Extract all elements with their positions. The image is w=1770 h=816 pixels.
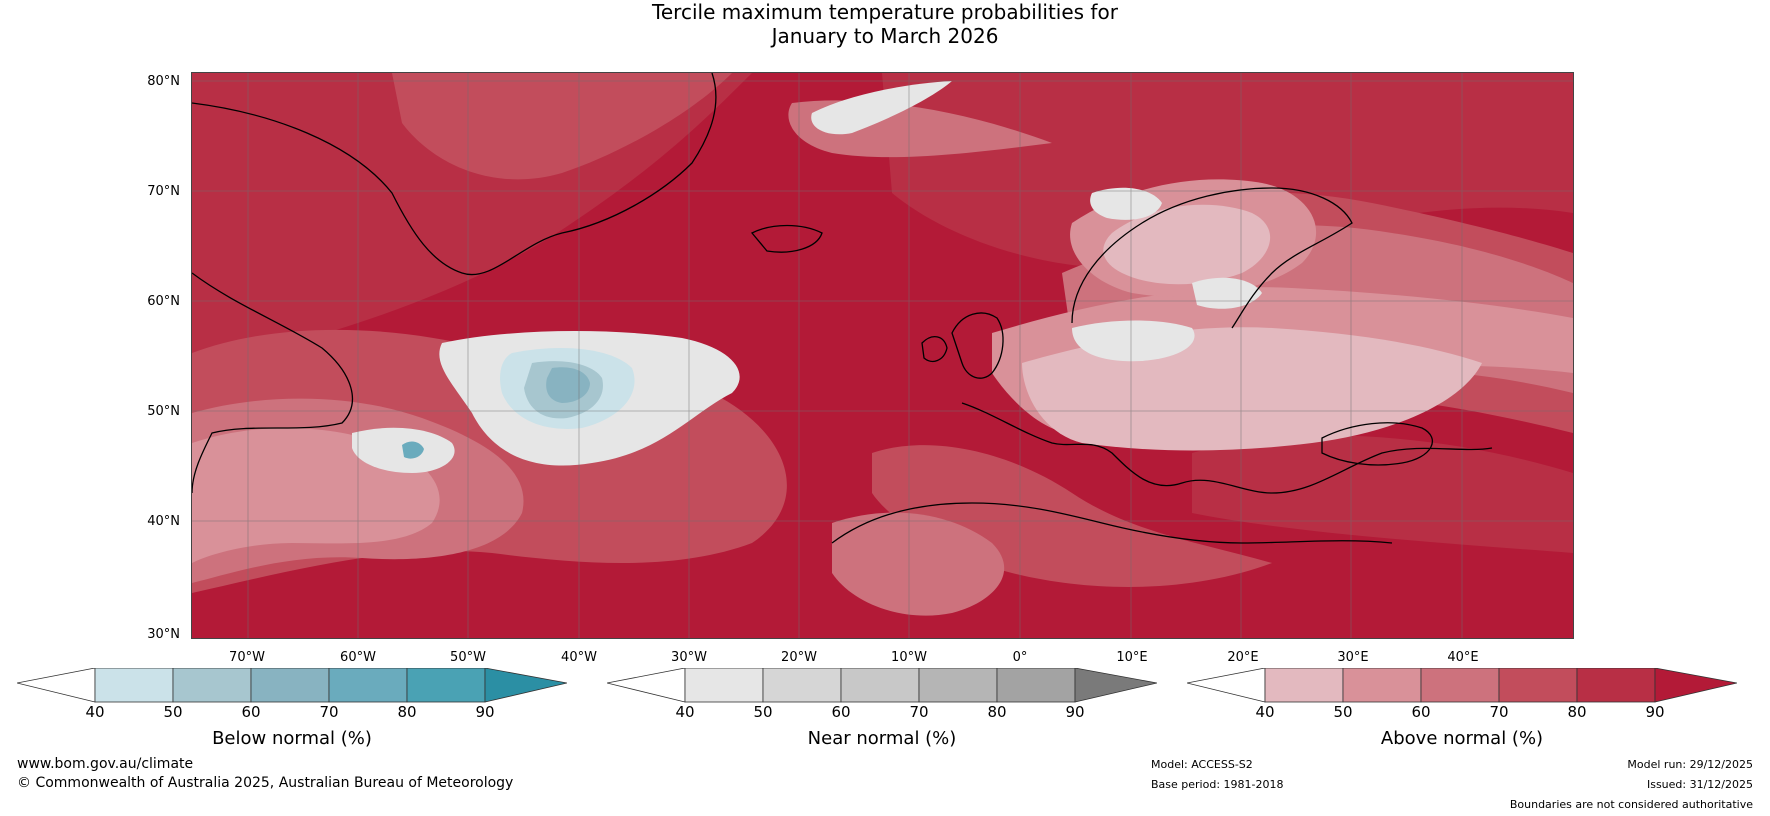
near-swatch-6 — [1074, 667, 1158, 703]
lat-label-40n: 40°N — [147, 514, 180, 529]
lat-label-50n: 50°N — [147, 404, 180, 419]
map-title: Tercile maximum temperature probabilitie… — [0, 0, 1770, 48]
footer-base-period: Base period: 1981-2018 — [1151, 778, 1284, 791]
footer-issued: Issued: 31/12/2025 — [1646, 778, 1753, 791]
below-swatch-5 — [406, 667, 486, 703]
footer-copyright: © Commonwealth of Australia 2025, Austra… — [17, 775, 514, 791]
footer-model-run: Model run: 29/12/2025 — [1627, 758, 1753, 771]
footer-website-link[interactable]: www.bom.gov.au/climate — [17, 756, 194, 772]
above-swatch-1 — [1264, 667, 1344, 703]
near-tick-50: 50 — [753, 703, 773, 721]
lon-label-70w: 70°W — [229, 650, 265, 665]
near-normal-europe — [1072, 320, 1195, 362]
above-swatch-4 — [1498, 667, 1578, 703]
coastlines — [192, 73, 1493, 544]
lon-label-10w: 10°W — [891, 650, 927, 665]
lat-label-80n: 80°N — [147, 74, 180, 89]
coast-scandinavia — [1071, 187, 1353, 329]
coast-europe-south — [961, 402, 1493, 494]
map-canvas — [192, 73, 1573, 638]
above-60-zone-iberia — [832, 512, 1005, 616]
title-line-1: Tercile maximum temperature probabilitie… — [652, 0, 1118, 24]
colorbar-above: 40 50 60 70 80 90 — [1186, 667, 1738, 721]
above-40-zone-scandinavia — [1103, 204, 1271, 285]
above-swatch-2 — [1342, 667, 1422, 703]
above-swatch-0 — [1186, 667, 1266, 703]
near-tick-40: 40 — [675, 703, 695, 721]
above-tick-80: 80 — [1567, 703, 1587, 721]
colorbar-below: 40 50 60 70 80 90 — [16, 667, 568, 721]
coast-ireland — [921, 336, 948, 362]
probability-map[interactable] — [191, 72, 1574, 639]
lon-label-40e: 40°E — [1447, 650, 1479, 665]
lon-label-10e: 10°E — [1116, 650, 1148, 665]
near-normal-scandinavia — [1090, 187, 1162, 220]
footer-disclaimer: Boundaries are not considered authoritat… — [1509, 798, 1753, 811]
coast-iceland — [750, 224, 823, 253]
above-tick-90: 90 — [1645, 703, 1665, 721]
below-swatch-4 — [328, 667, 408, 703]
below-tick-50: 50 — [163, 703, 183, 721]
colorbar-above-label: Above normal (%) — [1380, 728, 1544, 749]
below-swatch-0 — [16, 667, 96, 703]
coast-north-africa — [831, 502, 1393, 544]
colorbar-above-swatches — [1186, 667, 1738, 703]
near-tick-60: 60 — [831, 703, 851, 721]
below-swatch-3 — [250, 667, 330, 703]
below-tick-80: 80 — [397, 703, 417, 721]
lon-label-50w: 50°W — [450, 650, 486, 665]
lat-label-60n: 60°N — [147, 294, 180, 309]
below-tick-70: 70 — [319, 703, 339, 721]
above-tick-70: 70 — [1489, 703, 1509, 721]
above-swatch-5 — [1576, 667, 1656, 703]
near-swatch-3 — [840, 667, 920, 703]
near-tick-90: 90 — [1065, 703, 1085, 721]
lon-label-60w: 60°W — [340, 650, 376, 665]
near-swatch-2 — [762, 667, 842, 703]
lon-label-20e: 20°E — [1227, 650, 1259, 665]
near-swatch-4 — [918, 667, 998, 703]
title-line-2: January to March 2026 — [771, 24, 999, 48]
below-tick-90: 90 — [475, 703, 495, 721]
lat-label-70n: 70°N — [147, 184, 180, 199]
near-tick-80: 80 — [987, 703, 1007, 721]
colorbar-below-label: Below normal (%) — [212, 728, 372, 749]
above-tick-50: 50 — [1333, 703, 1353, 721]
near-swatch-5 — [996, 667, 1076, 703]
near-tick-70: 70 — [909, 703, 929, 721]
below-swatch-2 — [172, 667, 252, 703]
lon-label-20w: 20°W — [781, 650, 817, 665]
lon-label-30w: 30°W — [671, 650, 707, 665]
coast-britain — [951, 312, 1004, 379]
footer-model: Model: ACCESS-S2 — [1151, 758, 1253, 771]
near-normal-arctic — [811, 81, 952, 135]
above-swatch-3 — [1420, 667, 1500, 703]
below-swatch-1 — [94, 667, 174, 703]
lon-label-0: 0° — [1012, 650, 1028, 665]
near-swatch-1 — [684, 667, 764, 703]
near-swatch-0 — [606, 667, 686, 703]
lon-label-40w: 40°W — [561, 650, 597, 665]
above-80-zone-east — [1192, 435, 1573, 553]
below-swatch-6 — [484, 667, 568, 703]
above-tick-60: 60 — [1411, 703, 1431, 721]
colorbar-near: 40 50 60 70 80 90 — [606, 667, 1158, 721]
coast-black-sea — [1321, 422, 1434, 466]
graticule — [192, 73, 1573, 638]
lon-label-30e: 30°E — [1337, 650, 1369, 665]
above-80-zone-arctic — [882, 73, 1573, 269]
coast-greenland — [192, 73, 717, 276]
below-tick-40: 40 — [85, 703, 105, 721]
below-tick-60: 60 — [241, 703, 261, 721]
below-normal-south — [402, 441, 424, 459]
lat-label-30n: 30°N — [147, 627, 180, 642]
above-70-zone-north — [392, 73, 732, 180]
above-swatch-6 — [1654, 667, 1738, 703]
coast-labrador — [192, 272, 353, 494]
colorbar-below-swatches — [16, 667, 568, 703]
colorbar-near-label: Near normal (%) — [807, 728, 957, 749]
above-tick-40: 40 — [1255, 703, 1275, 721]
colorbar-near-swatches — [606, 667, 1158, 703]
